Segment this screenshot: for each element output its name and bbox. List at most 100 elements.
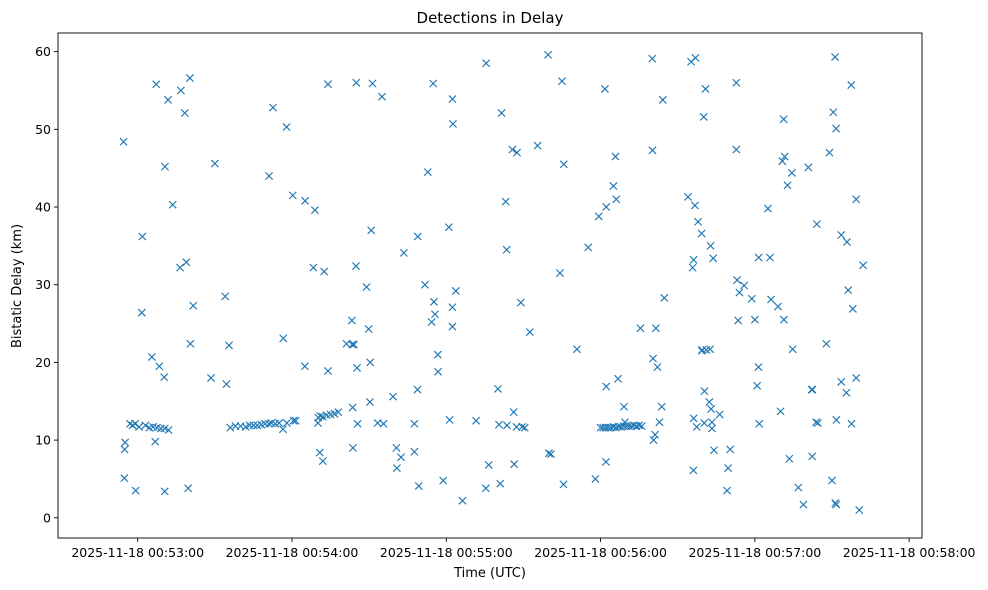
data-point xyxy=(707,424,716,433)
data-point xyxy=(683,192,693,201)
data-point xyxy=(433,350,442,359)
data-point xyxy=(701,84,710,93)
data-point xyxy=(501,197,510,206)
data-point xyxy=(379,419,388,428)
data-point xyxy=(160,162,169,171)
data-point xyxy=(368,79,377,88)
data-point xyxy=(525,328,534,337)
data-point xyxy=(313,419,322,428)
data-point xyxy=(822,339,831,348)
data-point xyxy=(448,119,457,128)
data-point xyxy=(705,398,714,407)
data-point xyxy=(156,424,165,433)
data-point xyxy=(837,230,846,240)
data-point xyxy=(655,418,664,427)
data-point xyxy=(152,80,161,89)
data-point xyxy=(648,54,657,63)
data-point xyxy=(362,283,371,292)
data-point xyxy=(651,430,660,439)
data-point xyxy=(291,416,300,425)
data-point xyxy=(423,168,432,177)
data-point xyxy=(829,108,838,117)
data-point xyxy=(690,201,699,210)
data-point xyxy=(611,152,620,161)
data-point xyxy=(837,377,846,386)
data-point xyxy=(348,443,357,452)
data-point xyxy=(653,363,662,372)
data-point xyxy=(137,308,146,317)
data-point xyxy=(544,50,553,59)
data-point xyxy=(147,352,156,361)
data-point xyxy=(429,297,438,306)
x-tick-label: 2025-11-18 00:55:00 xyxy=(380,545,513,560)
data-point xyxy=(754,253,763,262)
y-tick-label: 30 xyxy=(35,277,51,292)
data-point xyxy=(584,243,593,252)
data-point xyxy=(399,248,408,257)
data-point xyxy=(265,171,274,180)
data-point xyxy=(848,304,857,313)
data-point xyxy=(700,387,709,396)
data-point xyxy=(309,263,318,272)
data-point xyxy=(279,334,288,343)
data-point xyxy=(747,294,756,303)
data-point xyxy=(448,95,457,104)
data-point xyxy=(301,196,310,205)
data-point xyxy=(755,419,764,428)
data-point xyxy=(651,324,660,333)
data-point xyxy=(763,204,772,213)
data-point xyxy=(516,298,525,307)
y-axis-label: Bistatic Delay (km) xyxy=(10,224,25,348)
data-point xyxy=(451,286,460,295)
data-point xyxy=(496,479,505,488)
data-point xyxy=(740,281,749,290)
plot-frame xyxy=(57,32,923,539)
data-point xyxy=(410,447,419,456)
data-point xyxy=(832,415,841,424)
data-point xyxy=(825,148,834,157)
data-point xyxy=(609,182,618,191)
data-point xyxy=(484,460,493,469)
data-point xyxy=(831,53,840,62)
data-point xyxy=(594,212,603,221)
x-tick-label: 2025-11-18 00:56:00 xyxy=(534,545,667,560)
data-point xyxy=(735,288,744,297)
data-point xyxy=(420,280,429,289)
data-point xyxy=(732,78,741,87)
data-point xyxy=(120,445,129,454)
x-tick-label: 2025-11-18 00:58:00 xyxy=(843,545,976,560)
data-point xyxy=(767,295,776,304)
y-tick-label: 40 xyxy=(35,200,51,215)
data-point xyxy=(832,500,841,509)
data-point xyxy=(512,148,522,157)
data-point xyxy=(723,486,732,495)
y-axis: 0 10 20 30 40 50 60 xyxy=(35,44,58,525)
data-point xyxy=(180,109,189,118)
data-point xyxy=(707,418,716,427)
data-point xyxy=(689,466,698,475)
data-point xyxy=(600,84,609,93)
data-point xyxy=(808,385,817,394)
data-point xyxy=(559,160,568,169)
data-point xyxy=(706,345,715,354)
data-point xyxy=(429,79,438,88)
data-point xyxy=(766,253,775,262)
data-point xyxy=(614,374,623,383)
data-point xyxy=(635,421,644,430)
data-point xyxy=(859,261,868,270)
data-point xyxy=(260,419,270,428)
data-point xyxy=(275,419,284,428)
data-point xyxy=(334,408,343,417)
data-point xyxy=(602,203,611,212)
data-point xyxy=(226,423,235,432)
data-point xyxy=(706,241,715,250)
data-point xyxy=(282,123,291,132)
data-point xyxy=(620,418,630,427)
data-point xyxy=(724,464,733,473)
data-point xyxy=(715,410,724,419)
data-point xyxy=(289,416,298,425)
data-point xyxy=(776,407,785,416)
data-point xyxy=(602,382,611,391)
data-point xyxy=(753,381,762,390)
